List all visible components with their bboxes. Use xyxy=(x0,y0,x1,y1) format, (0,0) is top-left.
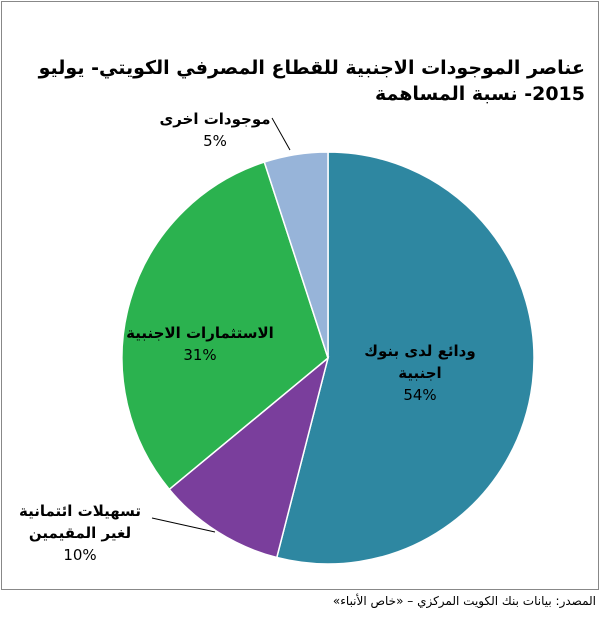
value-label: 5% xyxy=(203,132,227,150)
slice-label: ودائع لدى بنوك اجنبية 54% xyxy=(355,340,485,406)
chart-frame xyxy=(1,1,599,590)
pie-slice xyxy=(168,355,330,559)
leader-line xyxy=(271,117,291,151)
slice-label: تسهيلات ائتمانية لغير المقيمين 10% xyxy=(5,500,155,566)
pie-slice xyxy=(263,151,329,359)
category-label: موجودات اخرى xyxy=(159,110,271,128)
slice-label: موجودات اخرى 5% xyxy=(150,108,280,152)
value-label: 10% xyxy=(63,546,97,564)
value-label: 54% xyxy=(403,386,437,404)
leader-line xyxy=(151,517,216,533)
category-label: تسهيلات ائتمانية لغير المقيمين xyxy=(18,502,142,542)
chart-title: عناصر الموجودات الاجنبية للقطاع المصرفي … xyxy=(38,57,585,105)
slice-label: الاستثمارات الاجنبية 31% xyxy=(115,322,285,366)
source-note: المصدر: بيانات بنك الكويت المركزي – «خاص… xyxy=(332,594,596,608)
pie-slice xyxy=(121,161,329,491)
category-label: الاستثمارات الاجنبية xyxy=(126,324,274,342)
pie-slice xyxy=(275,151,535,565)
category-label: ودائع لدى بنوك اجنبية xyxy=(364,342,476,382)
value-label: 31% xyxy=(183,346,217,364)
